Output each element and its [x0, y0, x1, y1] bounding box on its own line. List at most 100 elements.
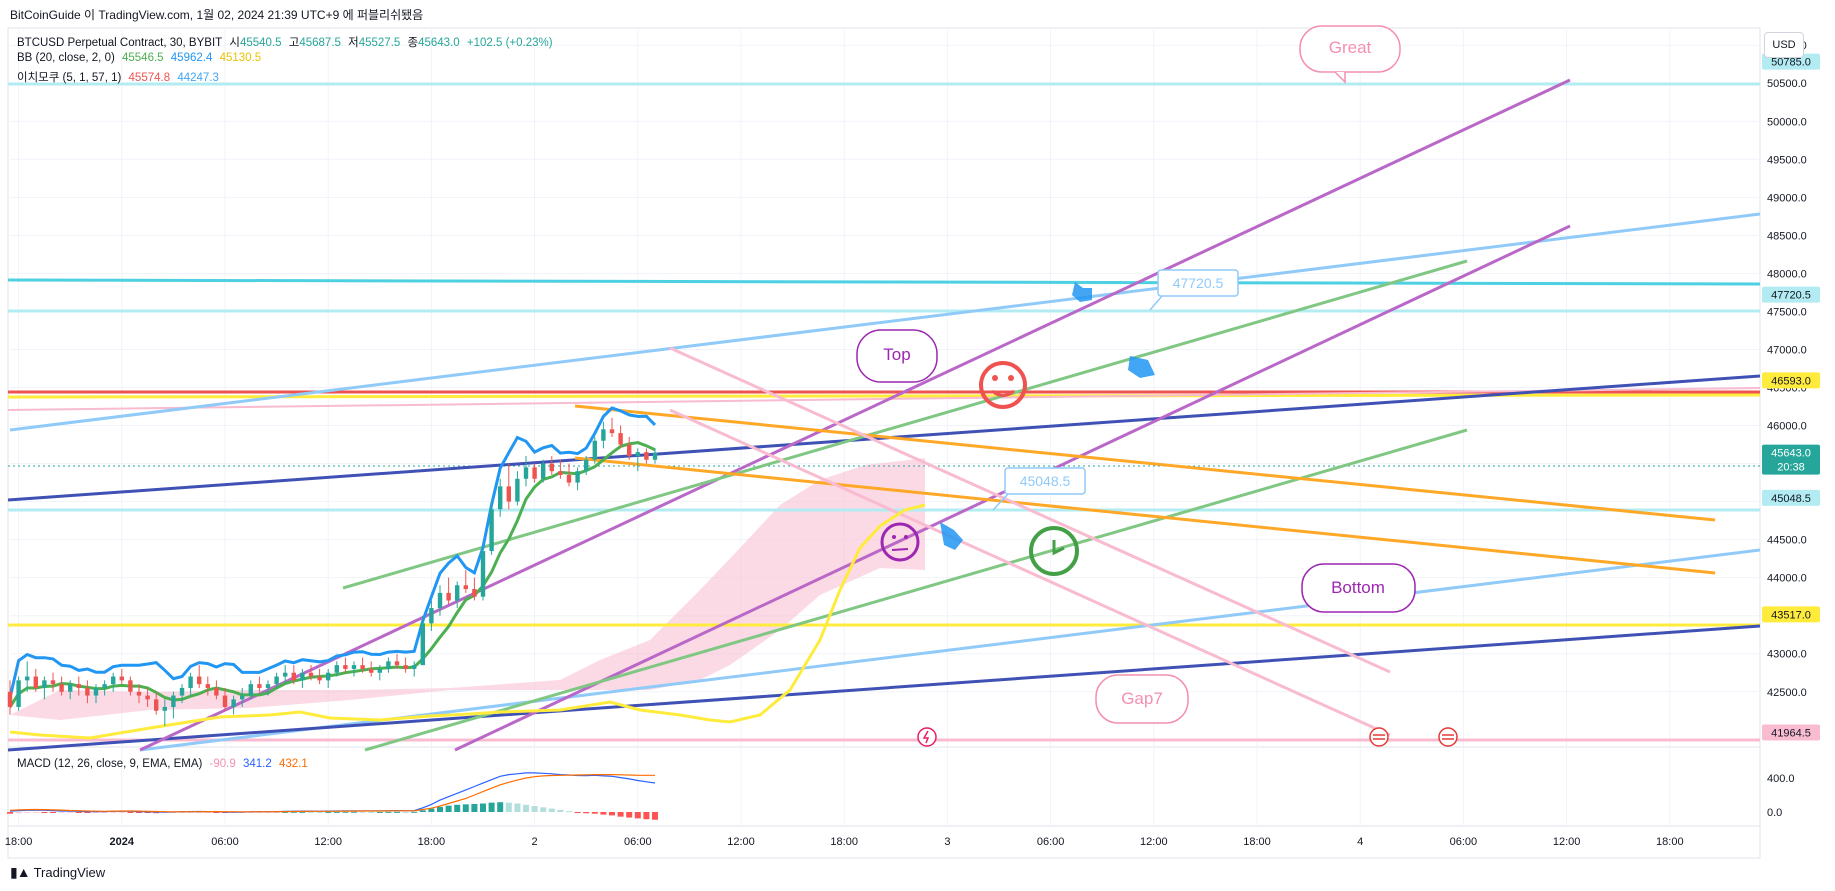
price-tick-label: 49000.0 — [1767, 192, 1807, 204]
macd-histogram-bar — [32, 812, 39, 813]
callout-top[interactable]: Top — [856, 329, 938, 383]
time-tick-label: 06:00 — [624, 836, 652, 848]
macd-histogram-bar — [342, 811, 349, 813]
candle-body — [403, 665, 408, 669]
event-marker-us-flag-1[interactable] — [1369, 727, 1389, 747]
time-tick-label: 2024 — [110, 836, 135, 848]
legend-close: 종45643.0 — [407, 37, 460, 49]
tradingview-logo[interactable]: ▮▲ TradingView — [10, 864, 105, 881]
trendline-green-lower[interactable] — [364, 428, 1468, 752]
price-tick-label: 48000.0 — [1767, 268, 1807, 280]
macd-histogram-bar — [376, 811, 383, 813]
callout-bottom[interactable]: Bottom — [1301, 563, 1416, 613]
trendline-pink-2[interactable] — [669, 408, 1391, 737]
neutral-face-icon[interactable] — [880, 522, 920, 562]
trendline-orange-lower[interactable] — [574, 456, 1716, 575]
macd-histogram-bar — [308, 811, 314, 813]
macd-histogram-bar — [290, 811, 297, 813]
candle-body — [171, 695, 176, 707]
candle-body — [231, 699, 236, 707]
event-marker-lightning[interactable] — [917, 727, 937, 747]
pointing-hand-icon-2[interactable] — [1128, 356, 1155, 378]
macd-histogram-bar — [265, 812, 271, 813]
candle-body — [248, 684, 253, 696]
tv-logo-icon: ▮▲ — [10, 864, 31, 880]
candle-body — [446, 592, 451, 601]
time-tick-label: 4 — [1357, 836, 1363, 848]
candle-body — [635, 452, 640, 456]
bb-label: BB (20, close, 2, 0) — [17, 52, 115, 64]
macd-histogram-bar — [247, 812, 254, 813]
price-tick-label: 50000.0 — [1767, 116, 1807, 128]
price-note-47720[interactable]: 47720.5 — [1149, 269, 1239, 311]
trendline-blue-upper[interactable] — [9, 212, 1761, 432]
pointing-hand-icon[interactable] — [1072, 282, 1092, 302]
ichimoku-b-value: 44247.3 — [177, 72, 219, 84]
pointing-hand-icon-3[interactable] — [940, 522, 963, 550]
macd-line-value: 341.2 — [242, 758, 272, 770]
candle-body — [644, 452, 649, 460]
candle-body — [489, 509, 494, 552]
price-note-45048-text: 45048.5 — [1020, 473, 1071, 489]
macd-histogram-bar — [282, 811, 289, 813]
grid — [10, 30, 1760, 826]
hline-pink-top[interactable] — [7, 387, 1761, 411]
macd-histogram-bar — [583, 812, 590, 814]
macd-histogram-bar — [402, 811, 409, 813]
currency-button[interactable]: USD — [1764, 32, 1804, 58]
clock-face-icon[interactable] — [1029, 526, 1079, 576]
macd-histogram-bar — [643, 812, 650, 820]
legend-bb[interactable]: BB (20, close, 2, 0) 45546.5 45962.4 451… — [17, 52, 265, 64]
trendline-purple-upper[interactable] — [139, 78, 1571, 752]
price-label-tag — [1762, 444, 1820, 475]
candle-body — [584, 459, 589, 472]
candle-body — [429, 608, 434, 624]
time-tick-label: 06:00 — [1450, 836, 1478, 848]
smile-icon[interactable] — [979, 361, 1027, 409]
macd-histogram-bar — [385, 811, 392, 813]
price-label-text: 43517.0 — [1771, 609, 1811, 621]
price-tick-label: 47000.0 — [1767, 344, 1807, 356]
legend-ichimoku[interactable]: 이치모쿠 (5, 1, 57, 1) 45574.8 44247.3 — [17, 69, 223, 85]
candle-body — [214, 687, 219, 696]
event-marker-us-flag-2[interactable] — [1438, 727, 1458, 747]
callout-gap7-text: Gap7 — [1121, 689, 1163, 708]
candle-body — [609, 429, 615, 434]
trend-lines — [7, 78, 1761, 752]
candle-body — [575, 471, 580, 483]
callout-great[interactable]: Great — [1299, 25, 1401, 84]
macd-histogram-bar — [394, 811, 400, 813]
macd-histogram-bar — [50, 812, 56, 814]
macd-histogram-bar — [626, 812, 633, 818]
candle-body — [85, 687, 90, 696]
macd-signal-value: 432.1 — [278, 758, 308, 770]
legend-macd[interactable]: MACD (12, 26, close, 9, EMA, EMA) -90.9 … — [17, 758, 312, 770]
trendline-navy-lower[interactable] — [7, 624, 1761, 752]
candle-body — [627, 444, 632, 456]
candle-body — [618, 433, 623, 445]
callout-gap7[interactable]: Gap7 — [1095, 674, 1189, 724]
price-label-text: 46593.0 — [1771, 375, 1811, 387]
candle-body — [265, 684, 271, 688]
trendline-orange-upper[interactable] — [574, 404, 1716, 522]
macd-histogram-bar — [273, 812, 280, 813]
candle-body — [369, 668, 374, 673]
macd-histogram-bar — [617, 812, 624, 817]
macd-histogram-bar — [600, 812, 607, 815]
candle-body — [412, 665, 417, 669]
macd-histogram-bar — [84, 812, 91, 814]
candle-body — [498, 486, 503, 510]
macd-histogram-bar — [454, 804, 461, 812]
time-tick-label: 12:00 — [1140, 836, 1168, 848]
price-tick-label: 49500.0 — [1767, 154, 1807, 166]
trendline-pink-1[interactable] — [669, 346, 1391, 674]
candle-body — [162, 706, 167, 711]
candle-body — [360, 665, 365, 669]
macd-histogram-bar — [445, 805, 452, 812]
hline-48000[interactable] — [7, 278, 1761, 286]
candle-body — [308, 672, 314, 677]
trendline-green-upper[interactable] — [342, 259, 1468, 590]
publish-header: BitCoinGuide 이 TradingView.com, 1월 02, 2… — [10, 8, 424, 22]
price-note-45048[interactable]: 45048.5 — [992, 467, 1086, 511]
